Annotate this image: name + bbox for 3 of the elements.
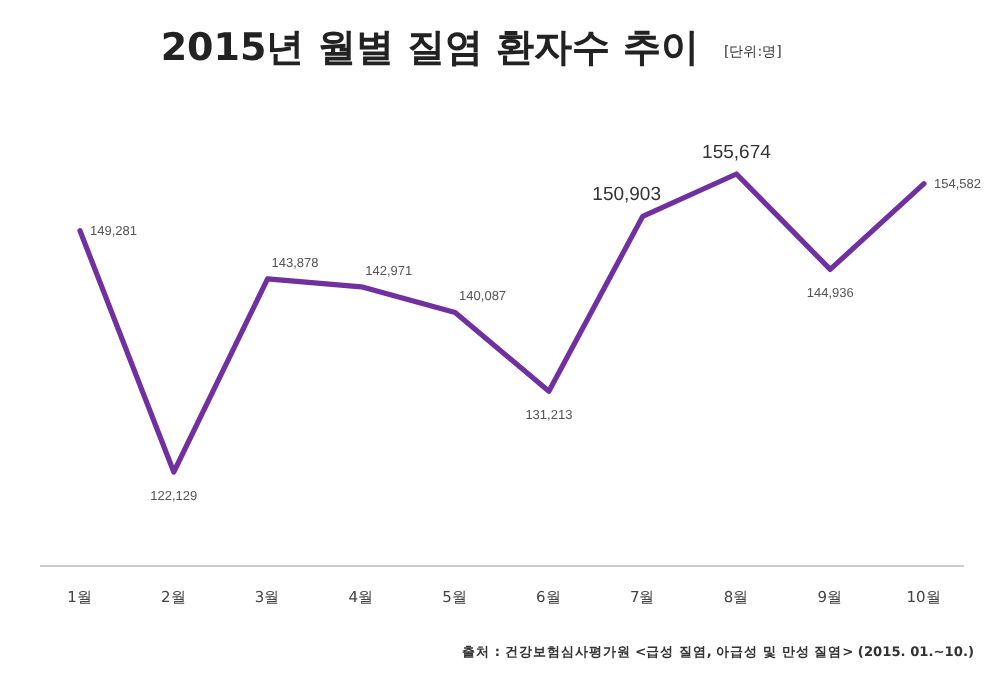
data-label: 150,903 <box>592 184 662 207</box>
data-label: 155,674 <box>702 142 771 164</box>
chart-title: 2015년 월별 질염 환자수 추이 <box>160 26 700 70</box>
